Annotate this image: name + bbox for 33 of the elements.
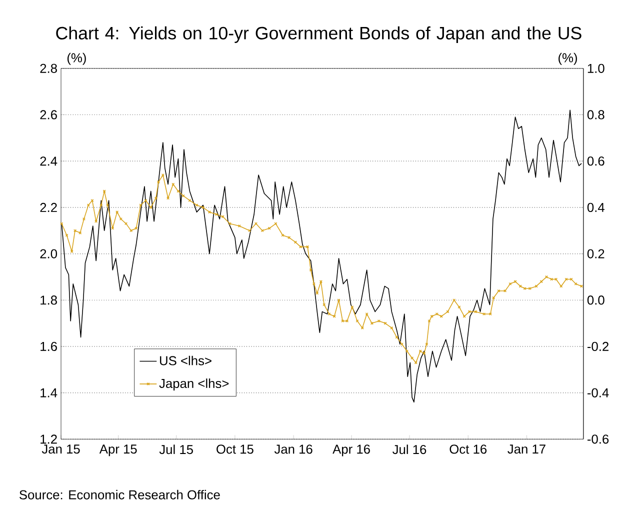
y-tick-label: 2.2	[40, 203, 57, 212]
y-tick-label: 2.6	[40, 110, 57, 120]
x-tick-label: Apr 16	[332, 444, 370, 457]
y-tick-label: 1.4	[40, 388, 58, 398]
x-tick-label: Apr 15	[99, 444, 137, 456]
y-tick-label: 1.8	[40, 296, 57, 305]
y2-axis-title: (%)	[558, 53, 577, 66]
y2-tick-label: -0.6	[588, 434, 609, 444]
y2-tick-label: 1.0	[588, 64, 604, 74]
y-tick-label: 1.2	[40, 434, 57, 444]
y-tick-label: 2.0	[40, 249, 58, 259]
y2-tick-label: -0.4	[588, 388, 609, 398]
x-tick-label: Jan 16	[274, 444, 312, 454]
x-tick-label: Oct 16	[450, 444, 487, 454]
y2-tick-label: 0.4	[587, 203, 604, 212]
x-tick-label: Oct 15	[216, 444, 254, 454]
y-axis-title: (%)	[67, 53, 86, 66]
y-tick-label: 1.6	[40, 342, 57, 352]
legend-label: US <lhs>	[160, 356, 212, 366]
source-note: Source: Economic Research Office	[20, 490, 220, 500]
x-tick-label: Jan 15	[42, 444, 80, 454]
y2-tick-label: 0.0	[587, 296, 604, 305]
chart-title: Chart 4: Yields on 10-yr Government Bonds of Japan and the US	[56, 26, 582, 44]
x-tick-label: Jul 16	[392, 444, 426, 454]
y-tick-label: 2.8	[40, 64, 57, 74]
y2-tick-label: 0.8	[587, 110, 604, 120]
y2-tick-label: 0.6	[587, 156, 604, 166]
x-tick-label: Jan 17	[508, 444, 546, 454]
legend-label: Japan <lhs>	[159, 378, 229, 391]
x-tick-label: Jul 15	[159, 444, 193, 454]
y2-tick-label: -0.2	[588, 342, 608, 352]
y-tick-label: 2.4	[40, 156, 58, 166]
y2-tick-label: 0.2	[587, 249, 604, 259]
